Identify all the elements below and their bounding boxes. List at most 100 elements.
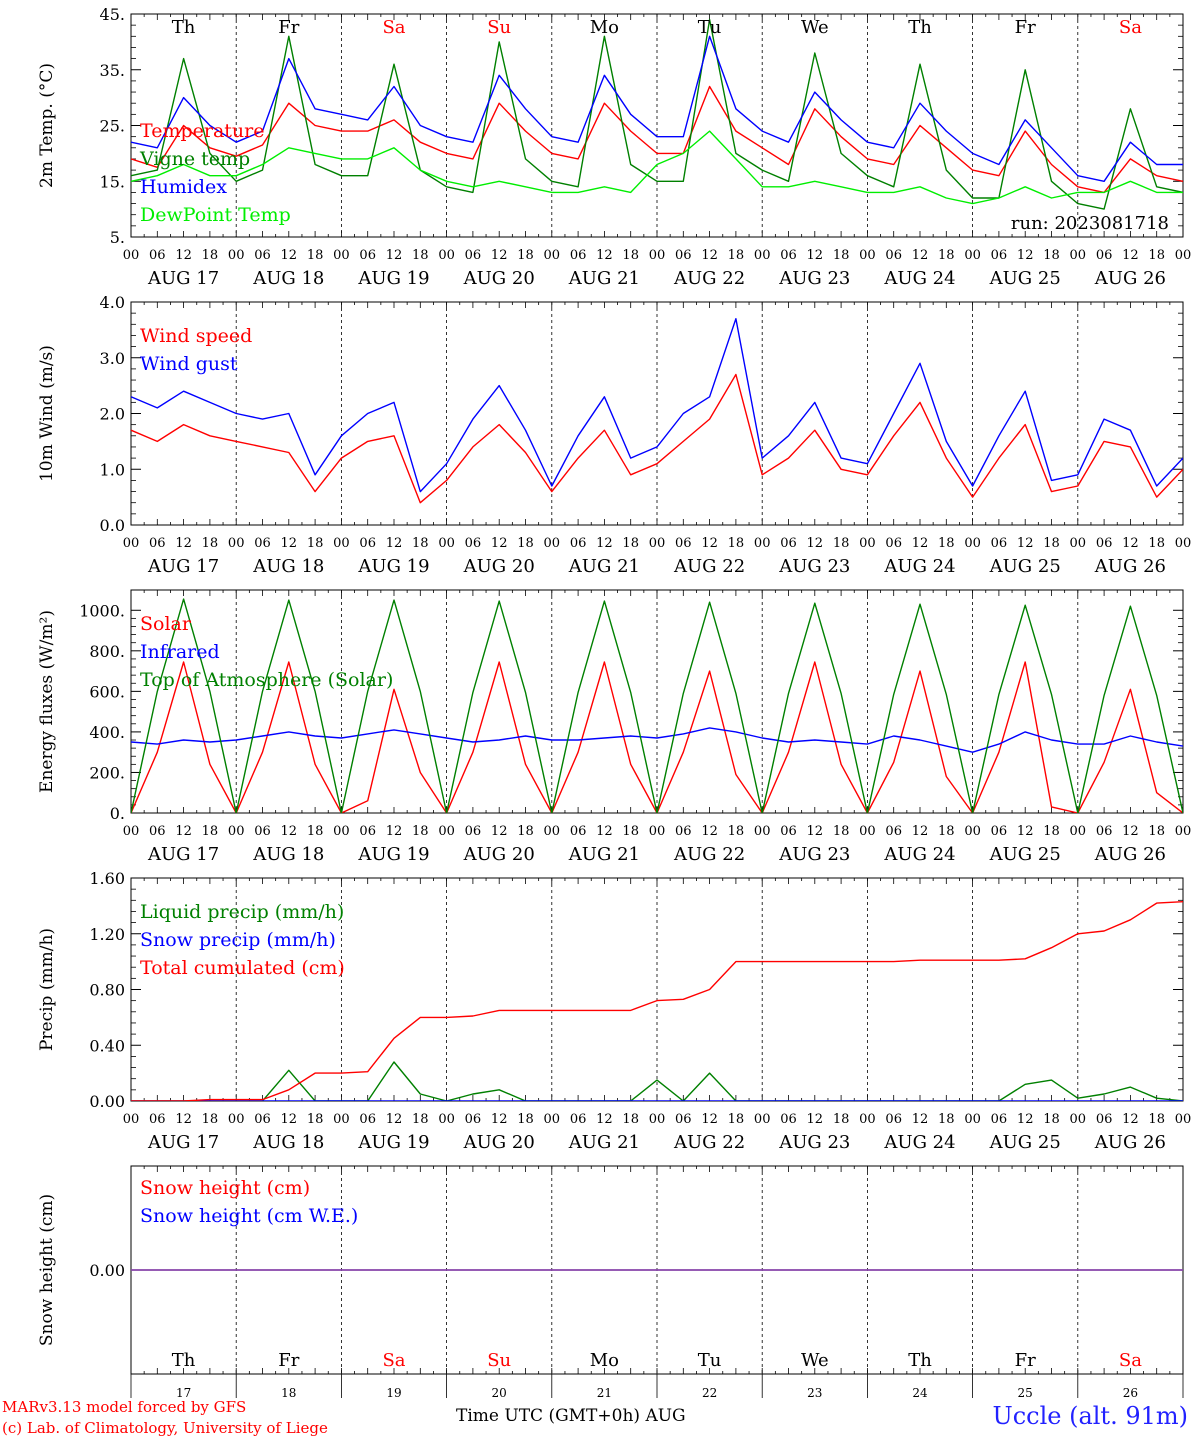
y-tick-label: 800.: [89, 642, 125, 661]
date-label: AUG 21: [568, 556, 640, 577]
hour-label: 00: [228, 248, 245, 263]
hour-label: 00: [123, 824, 140, 839]
hour-label: 18: [833, 824, 850, 839]
y-axis-title: Energy fluxes (W/m²): [37, 610, 57, 793]
hour-label: 06: [885, 248, 902, 263]
hour-label: 06: [254, 824, 271, 839]
hour-label: 12: [281, 248, 298, 263]
hour-label: 06: [465, 1112, 482, 1127]
day-number: 22: [702, 1386, 717, 1398]
hour-label: 12: [1122, 248, 1139, 263]
legend-entry: Humidex: [140, 176, 227, 198]
hour-label: 12: [596, 824, 613, 839]
date-label: AUG 19: [357, 1132, 429, 1153]
hour-label: 00: [964, 248, 981, 263]
hour-label: 06: [254, 536, 271, 551]
meteogram: 5. 15. 25. 35. 45. 2m Temp. (°C) Temperature Vi…: [37, 5, 1191, 1398]
hour-label: 18: [202, 248, 219, 263]
series-line: [131, 661, 1183, 813]
time-axis-title: Time UTC (GMT+0h) AUG: [456, 1406, 686, 1426]
hour-label: 18: [1148, 824, 1165, 839]
hour-label: 12: [807, 824, 824, 839]
y-tick-label: 1.20: [89, 925, 125, 944]
weekday-label: We: [801, 1350, 829, 1371]
y-tick-label: 35.: [100, 61, 125, 80]
hour-label: 06: [675, 1112, 692, 1127]
hour-label: 06: [465, 248, 482, 263]
hour-label: 18: [307, 1112, 324, 1127]
hour-label: 00: [754, 1112, 771, 1127]
hour-label: 12: [281, 824, 298, 839]
y-tick-label: 0.00: [89, 1261, 125, 1280]
date-label: AUG 18: [252, 844, 324, 865]
hour-label: 12: [175, 1112, 192, 1127]
y-tick-label: 1000.: [79, 601, 125, 620]
day-number: 17: [176, 1386, 191, 1398]
hour-label: 12: [491, 824, 508, 839]
hour-label: 06: [885, 1112, 902, 1127]
panel-frame: [130, 589, 1184, 814]
y-tick-label: 1.60: [89, 869, 125, 888]
legend-entry: Snow precip (mm/h): [140, 929, 336, 951]
hour-label: 18: [307, 824, 324, 839]
hour-label: 18: [1043, 824, 1060, 839]
hour-label: 18: [622, 536, 639, 551]
lab-credit: (c) Lab. of Climatology, University of L…: [2, 1419, 328, 1437]
weekday-label: We: [801, 17, 829, 38]
hour-label: 18: [1043, 248, 1060, 263]
hour-label: 18: [517, 536, 534, 551]
hour-label: 00: [123, 1112, 140, 1127]
date-label: AUG 19: [357, 268, 429, 289]
hour-label: 18: [412, 824, 429, 839]
y-tick-label: 25.: [100, 117, 125, 136]
hour-label: 06: [149, 248, 166, 263]
hour-label: 00: [544, 536, 561, 551]
hour-label: 12: [386, 248, 403, 263]
hour-label: 06: [1096, 1112, 1113, 1127]
hour-label: 12: [175, 536, 192, 551]
series-line: [131, 130, 1183, 205]
series-line: [131, 85, 1183, 194]
y-tick-label: 0.40: [89, 1036, 125, 1055]
series-line: [131, 901, 1183, 1101]
hour-label: 00: [649, 536, 666, 551]
day-number: 26: [1123, 1386, 1138, 1398]
series-line: [131, 318, 1183, 493]
hour-label: 06: [780, 248, 797, 263]
legend-entry: Temperature: [140, 120, 264, 142]
date-label: AUG 19: [357, 844, 429, 865]
hour-label: 06: [570, 536, 587, 551]
date-label: AUG 22: [673, 844, 745, 865]
weekday-label: Fr: [1015, 17, 1036, 38]
weekday-label: Fr: [278, 1350, 299, 1371]
y-tick-label: 0.00: [89, 1092, 125, 1111]
hour-label: 12: [1017, 1112, 1034, 1127]
date-label: AUG 26: [1094, 268, 1166, 289]
date-label: AUG 26: [1094, 556, 1166, 577]
weekday-label: Mo: [590, 17, 619, 38]
hour-label: 18: [938, 248, 955, 263]
hour-label: 18: [728, 536, 745, 551]
hour-label: 12: [1122, 536, 1139, 551]
hour-label: 18: [1148, 1112, 1165, 1127]
hour-label: 06: [359, 824, 376, 839]
hour-label: 00: [333, 536, 350, 551]
hour-label: 18: [412, 536, 429, 551]
hour-label: 18: [728, 1112, 745, 1127]
hour-label: 06: [675, 248, 692, 263]
hour-label: 06: [359, 536, 376, 551]
hour-label: 06: [1096, 824, 1113, 839]
hour-label: 18: [412, 248, 429, 263]
legend-entry: Wind gust: [140, 353, 238, 375]
hour-label: 18: [1148, 248, 1165, 263]
hour-label: 00: [859, 536, 876, 551]
hour-label: 18: [517, 1112, 534, 1127]
hour-label: 12: [1017, 824, 1034, 839]
hour-label: 06: [149, 536, 166, 551]
date-label: AUG 22: [673, 268, 745, 289]
weekday-label: Mo: [590, 1350, 619, 1371]
hour-label: 06: [675, 536, 692, 551]
hour-label: 00: [333, 824, 350, 839]
hour-label: 06: [991, 1112, 1008, 1127]
hour-label: 00: [438, 824, 455, 839]
